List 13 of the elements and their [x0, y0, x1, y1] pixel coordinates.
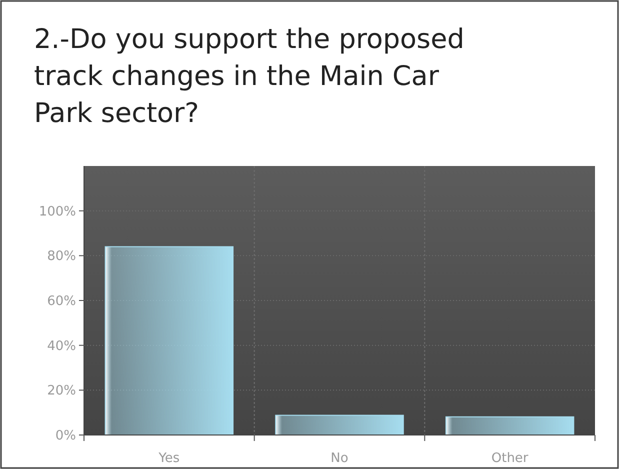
bar: [275, 414, 404, 436]
y-tick-label: 80%: [47, 249, 76, 264]
y-tick-label: 20%: [47, 384, 76, 399]
y-tick-label: 100%: [38, 204, 76, 220]
y-tick-label: 40%: [47, 338, 76, 354]
y-tick-label: 0%: [55, 428, 76, 444]
x-tick-label: Other: [491, 451, 529, 466]
bar: [104, 246, 234, 436]
chart-title: 2.-Do you support the proposed track changes in the Main Car Park sector?: [34, 24, 464, 129]
y-tick-label: 60%: [47, 294, 76, 310]
x-tick-label: Yes: [158, 451, 180, 466]
bar: [445, 416, 574, 436]
x-tick-label: No: [330, 451, 348, 466]
